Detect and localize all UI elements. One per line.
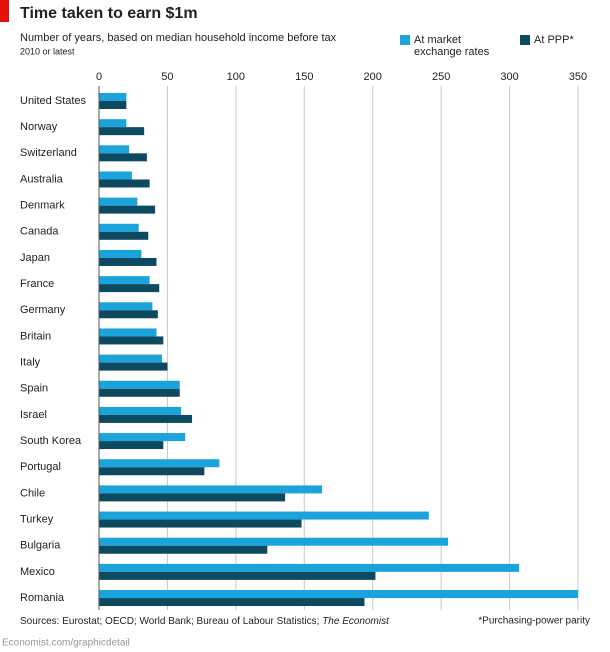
- bar: [99, 380, 180, 389]
- y-tick-label: Australia: [20, 173, 64, 185]
- y-tick-label: Denmark: [20, 200, 65, 212]
- bar: [99, 362, 168, 371]
- bar: [99, 545, 268, 554]
- x-tick-label: 200: [364, 71, 382, 83]
- bar: [99, 511, 429, 520]
- bar: [99, 354, 162, 363]
- sources-em: The Economist: [322, 616, 390, 627]
- footnote: *Purchasing-power parity: [478, 616, 590, 627]
- bar: [99, 179, 150, 188]
- bar: [99, 171, 132, 180]
- y-tick-label: France: [20, 278, 54, 290]
- bar: [99, 302, 153, 311]
- legend-swatch: [400, 35, 410, 45]
- bar: [99, 284, 160, 293]
- bar: [99, 119, 127, 128]
- bar: [99, 101, 127, 109]
- y-tick-label: Portugal: [20, 461, 61, 473]
- credit: Economist.com/graphicdetail: [2, 638, 130, 649]
- y-tick-label: Switzerland: [20, 147, 77, 159]
- bar: [99, 249, 142, 258]
- bar: [99, 467, 205, 476]
- bar: [99, 519, 302, 528]
- y-tick-label: Britain: [20, 330, 51, 342]
- bar: [99, 414, 193, 423]
- bar: [99, 388, 180, 397]
- y-tick-label: Japan: [20, 252, 50, 264]
- bar: [99, 145, 130, 154]
- y-tick-label: Spain: [20, 383, 48, 395]
- bar: [99, 153, 147, 162]
- x-tick-label: 250: [432, 71, 450, 83]
- x-tick-label: 350: [569, 71, 587, 83]
- legend-label: At PPP*: [534, 34, 574, 46]
- bar: [99, 590, 578, 599]
- y-tick-label: United States: [20, 95, 87, 107]
- chart-title: Time taken to earn $1m: [20, 5, 198, 22]
- y-tick-label: Turkey: [20, 513, 54, 525]
- bar: [99, 433, 186, 442]
- bar: [99, 93, 127, 101]
- bar: [99, 485, 323, 494]
- bar: [99, 205, 156, 214]
- bar: [99, 231, 149, 240]
- bar: [99, 571, 376, 580]
- y-tick-label: Mexico: [20, 566, 55, 578]
- bar: [99, 459, 220, 468]
- bar: [99, 276, 150, 285]
- x-tick-label: 0: [96, 71, 102, 83]
- bar: [99, 406, 182, 415]
- x-tick-label: 150: [295, 71, 313, 83]
- bar: [99, 127, 145, 136]
- y-tick-label: Israel: [20, 409, 47, 421]
- bar: [99, 197, 138, 206]
- y-tick-label: Romania: [20, 592, 65, 604]
- sources-text: Sources: Eurostat; OECD; World Bank; Bur…: [20, 616, 319, 627]
- y-tick-label: Canada: [20, 226, 59, 238]
- subtitle: Number of years, based on median househo…: [20, 32, 337, 44]
- bar: [99, 537, 448, 546]
- y-tick-label: Germany: [20, 304, 66, 316]
- note: 2010 or latest: [20, 46, 75, 56]
- bar: [99, 441, 164, 450]
- y-tick-label: South Korea: [20, 435, 82, 447]
- bar: [99, 493, 286, 502]
- x-tick-label: 100: [227, 71, 245, 83]
- legend-item: At market exchange rates: [400, 34, 510, 58]
- legend-item: At PPP*: [520, 34, 600, 46]
- bar: [99, 257, 157, 266]
- bar: [99, 223, 139, 232]
- bar: [99, 310, 158, 319]
- y-tick-label: Bulgaria: [20, 540, 61, 552]
- x-tick-label: 300: [500, 71, 518, 83]
- y-tick-label: Norway: [20, 121, 58, 133]
- bar: [99, 563, 520, 572]
- legend-swatch: [520, 35, 530, 45]
- x-tick-label: 50: [161, 71, 173, 83]
- legend-label: At market exchange rates: [414, 34, 490, 58]
- bar: [99, 328, 157, 337]
- brand-mark: [0, 0, 9, 22]
- sources: Sources: Eurostat; OECD; World Bank; Bur…: [20, 616, 390, 627]
- bar: [99, 598, 365, 607]
- y-tick-label: Italy: [20, 357, 41, 369]
- y-tick-label: Chile: [20, 487, 45, 499]
- bar: [99, 336, 164, 345]
